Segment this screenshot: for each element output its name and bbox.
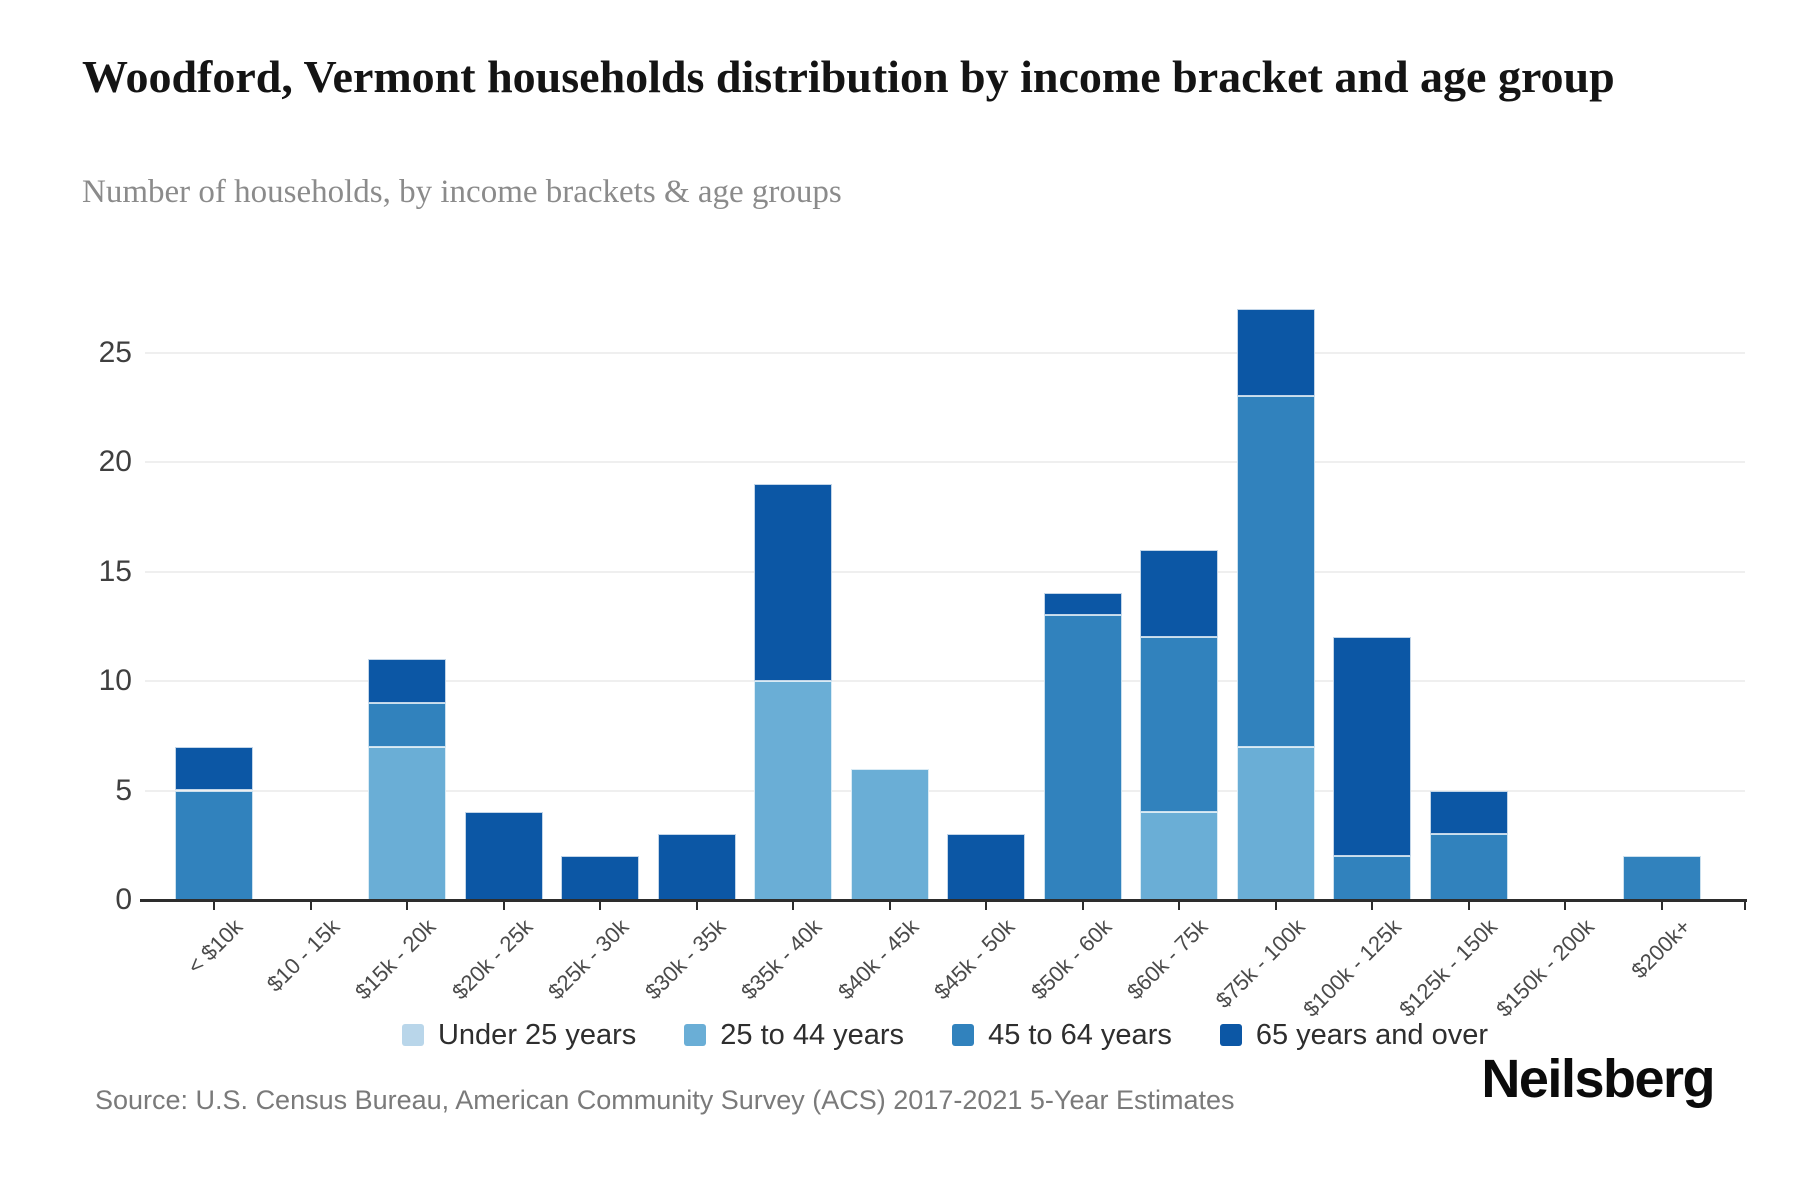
bar-segment	[1140, 812, 1218, 900]
bar-segment	[947, 834, 1025, 900]
y-axis-label: 0	[115, 883, 132, 916]
bar-segment	[1429, 834, 1508, 900]
x-axis-label: $60k - 75k	[1122, 914, 1213, 1005]
x-axis-label: $10 - 15k	[261, 914, 345, 997]
x-axis-tick	[309, 901, 312, 910]
legend-swatch	[401, 1024, 424, 1046]
bar-segment	[1236, 396, 1315, 747]
bar-segment	[1140, 549, 1218, 638]
bar-segment	[175, 790, 253, 900]
x-axis-tick	[502, 901, 505, 910]
gridline	[145, 461, 1745, 463]
legend-label: 65 years and over	[1255, 1018, 1489, 1051]
gridline	[145, 680, 1745, 682]
page-title: Woodford, Vermont households distributio…	[82, 51, 1615, 102]
legend-item: Under 25 years	[401, 1018, 637, 1052]
x-axis-tick	[1660, 901, 1663, 910]
neilsberg-logo: Neilsberg	[1481, 1049, 1715, 1109]
gridline	[145, 351, 1745, 354]
legend-item: 65 years and over	[1219, 1018, 1489, 1052]
bar-segment	[1043, 615, 1122, 900]
bar-segment	[1236, 746, 1315, 900]
x-axis-label: $20k - 25k	[446, 914, 538, 1005]
x-axis-tick	[985, 901, 987, 910]
bar-segment	[1140, 637, 1218, 813]
bar-segment	[1429, 790, 1508, 835]
legend-swatch	[952, 1024, 975, 1046]
bar-segment	[368, 746, 446, 900]
x-axis-tick	[792, 901, 794, 910]
bar-segment	[368, 702, 446, 747]
bar-segment	[464, 812, 543, 900]
x-axis-tick	[1081, 901, 1084, 910]
x-axis-tick	[1744, 901, 1746, 910]
x-axis-label: $75k - 100k	[1210, 914, 1310, 1013]
bar-segment	[754, 483, 832, 681]
legend-item: 45 to 64 years	[952, 1019, 1172, 1052]
page-subtitle: Number of households, by income brackets…	[82, 174, 842, 210]
x-axis-tick	[1467, 901, 1470, 910]
x-axis-label: $100k - 125k	[1298, 914, 1406, 1022]
x-axis-label: $15k - 20k	[350, 914, 441, 1005]
y-axis-label: 25	[98, 335, 132, 369]
chart-legend: Under 25 years 25 to 44 years 45 to 64 yea…	[145, 1012, 1745, 1058]
bar-segment	[754, 681, 832, 900]
y-axis-label: 15	[98, 554, 132, 588]
x-axis-label: $40k - 45k	[832, 914, 924, 1005]
gridline	[145, 789, 1745, 792]
x-axis-tick	[1564, 901, 1566, 910]
bar-segment	[1622, 856, 1701, 900]
x-axis-tick	[888, 901, 891, 910]
x-axis-label: $30k - 35k	[639, 914, 731, 1005]
bar-segment	[850, 768, 929, 900]
legend-label: 25 to 44 years	[720, 1018, 905, 1051]
x-axis-tick	[599, 901, 601, 910]
x-axis-tick	[1178, 901, 1180, 910]
bar-segment	[561, 856, 639, 900]
y-axis-label: 5	[115, 773, 132, 807]
x-axis-tick	[213, 901, 215, 910]
x-axis-label: < $10k	[182, 914, 248, 979]
bar-segment	[657, 834, 736, 900]
bar-segment	[1043, 593, 1122, 616]
x-axis-tick	[1371, 901, 1373, 910]
x-axis-label: $150k - 200k	[1491, 914, 1599, 1022]
gridline	[145, 570, 1745, 573]
x-axis-label: $35k - 40k	[736, 914, 827, 1005]
source-note: Source: U.S. Census Bureau, American Com…	[95, 1085, 1235, 1115]
bar-segment	[368, 659, 446, 703]
x-axis-label: $25k - 30k	[543, 914, 634, 1005]
x-axis-label: $45k - 50k	[929, 914, 1020, 1005]
x-axis-tick	[695, 901, 698, 910]
bar-segment	[1236, 308, 1315, 397]
legend-swatch	[684, 1024, 707, 1046]
legend-label: Under 25 years	[437, 1018, 637, 1051]
legend-label: 45 to 64 years	[988, 1018, 1172, 1051]
x-axis-tick	[406, 901, 408, 910]
legend-swatch	[1219, 1024, 1242, 1046]
legend-item: 25 to 44 years	[684, 1019, 904, 1052]
y-axis-label: 10	[98, 664, 132, 697]
bar-segment	[1333, 856, 1411, 900]
x-axis-line	[140, 899, 1747, 902]
x-axis-label: $50k - 60k	[1025, 914, 1117, 1005]
x-axis-tick	[1274, 901, 1277, 910]
bar-segment	[1333, 637, 1411, 857]
y-axis-label: 20	[98, 445, 132, 478]
x-axis-label: $200k+	[1626, 914, 1696, 984]
x-axis-label: $125k - 150k	[1394, 914, 1503, 1022]
bar-segment	[175, 746, 253, 791]
